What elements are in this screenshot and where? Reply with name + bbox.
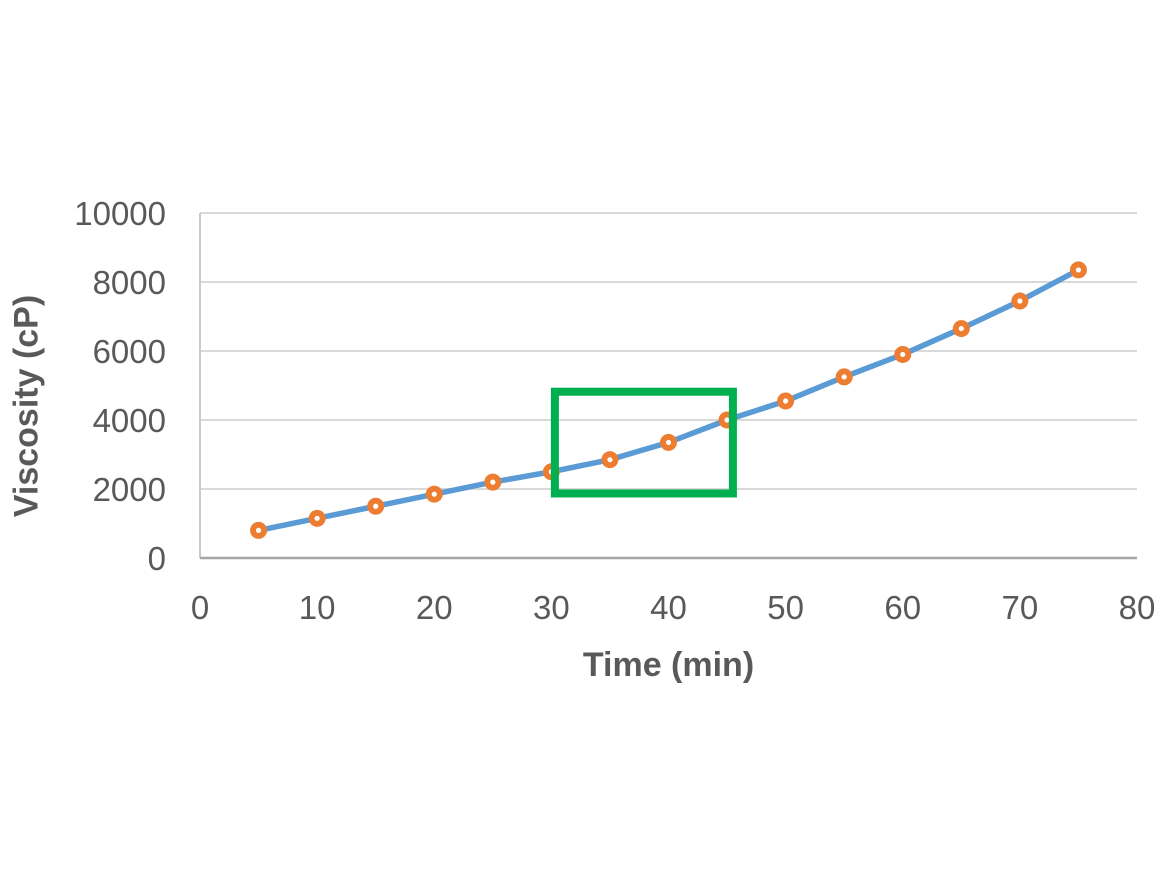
- x-tick-label: 20: [416, 589, 453, 626]
- y-tick-label: 0: [148, 540, 166, 577]
- data-point-marker-center: [314, 515, 320, 521]
- data-point-marker-center: [900, 351, 906, 358]
- x-axis-title: Time (min): [582, 646, 755, 684]
- y-axis-title: Viscosity (cP): [7, 294, 46, 518]
- x-tick-label: 50: [767, 589, 804, 626]
- x-tick-label: 60: [884, 589, 921, 626]
- x-tick-label: 0: [191, 589, 209, 626]
- y-tick-label: 8000: [93, 264, 166, 301]
- data-point-marker-center: [958, 325, 964, 332]
- y-tick-label: 2000: [93, 471, 166, 508]
- data-point-marker-center: [607, 457, 613, 463]
- data-point-marker-center: [255, 527, 262, 534]
- x-tick-label: 30: [533, 589, 570, 626]
- y-tick-label: 4000: [93, 402, 166, 439]
- data-point-marker-center: [431, 491, 437, 497]
- x-tick-label: 10: [299, 589, 336, 626]
- data-point-marker-center: [783, 398, 789, 404]
- x-tick-label: 70: [1002, 589, 1039, 626]
- data-point-marker-center: [724, 417, 730, 423]
- y-tick-label: 6000: [93, 333, 166, 370]
- highlight-box: [550, 387, 737, 498]
- data-point-marker-center: [1075, 267, 1082, 273]
- x-tick-label: 80: [1119, 589, 1156, 626]
- data-point-marker-center: [665, 439, 672, 446]
- data-point-marker-center: [841, 374, 847, 380]
- data-point-marker-center: [490, 479, 496, 485]
- y-tick-label: 10000: [74, 195, 166, 232]
- data-point-marker-center: [373, 503, 379, 509]
- x-tick-label: 40: [650, 589, 687, 626]
- data-point-marker-center: [1017, 298, 1023, 304]
